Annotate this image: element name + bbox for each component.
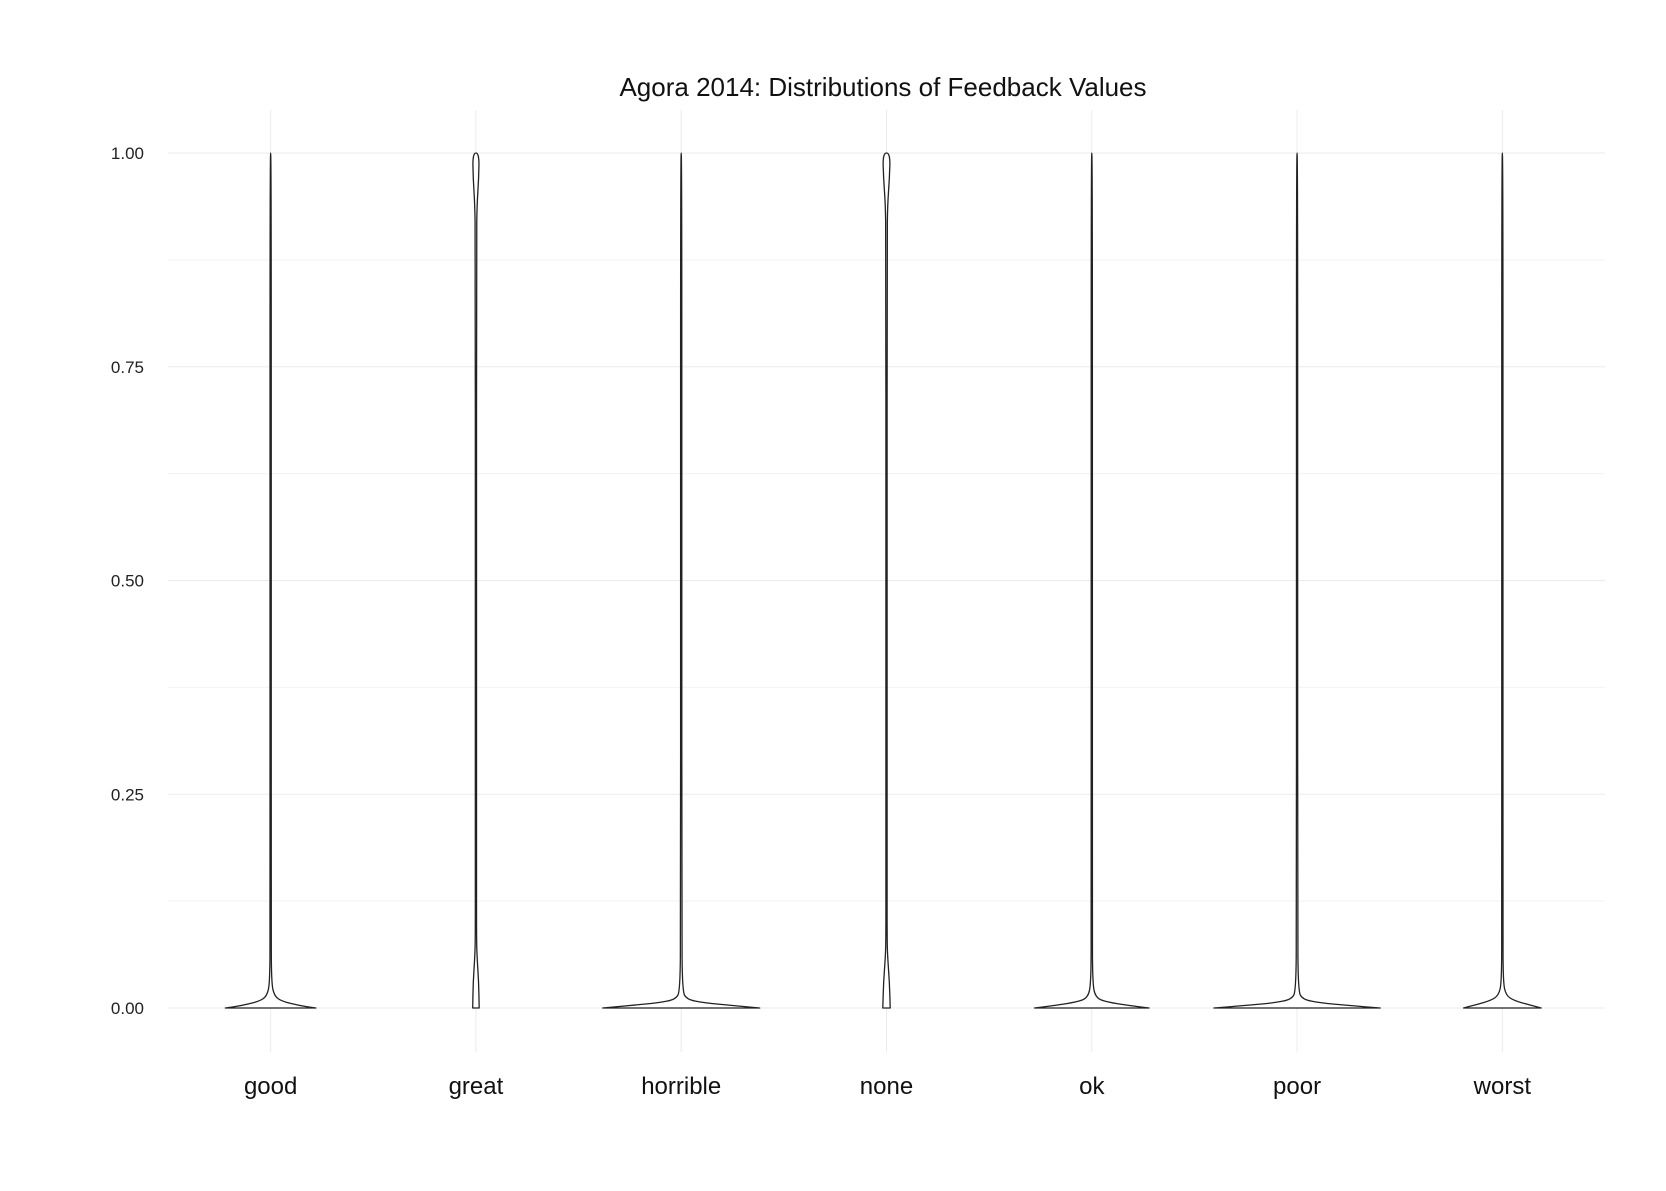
- y-axis-ticks: 0.00 0.25 0.50 0.75 1.00: [111, 144, 144, 1018]
- violin-ok: [1033, 152, 1150, 1009]
- y-tick-label: 0.00: [111, 999, 144, 1018]
- x-tick-label: good: [244, 1073, 297, 1100]
- x-axis-ticks: good great horrible none ok poor worst: [244, 1073, 1531, 1100]
- x-tick-label: great: [449, 1073, 504, 1100]
- violin-poor: [1213, 152, 1381, 1009]
- violin-none: [882, 152, 891, 1009]
- violin-horrible: [602, 152, 761, 1009]
- y-tick-label: 0.25: [111, 785, 144, 804]
- x-tick-label: none: [860, 1073, 913, 1100]
- violins: [224, 152, 1542, 1009]
- x-tick-label: ok: [1079, 1073, 1105, 1100]
- y-tick-label: 1.00: [111, 144, 144, 163]
- violin-good: [224, 152, 317, 1009]
- y-tick-label: 0.50: [111, 572, 144, 591]
- violin-worst: [1462, 152, 1542, 1009]
- x-tick-label: worst: [1473, 1073, 1532, 1100]
- x-tick-label: horrible: [641, 1073, 721, 1100]
- x-tick-label: poor: [1273, 1073, 1321, 1100]
- violin-great: [472, 152, 480, 1009]
- chart-title: Agora 2014: Distributions of Feedback Va…: [619, 72, 1146, 102]
- y-tick-label: 0.75: [111, 358, 144, 377]
